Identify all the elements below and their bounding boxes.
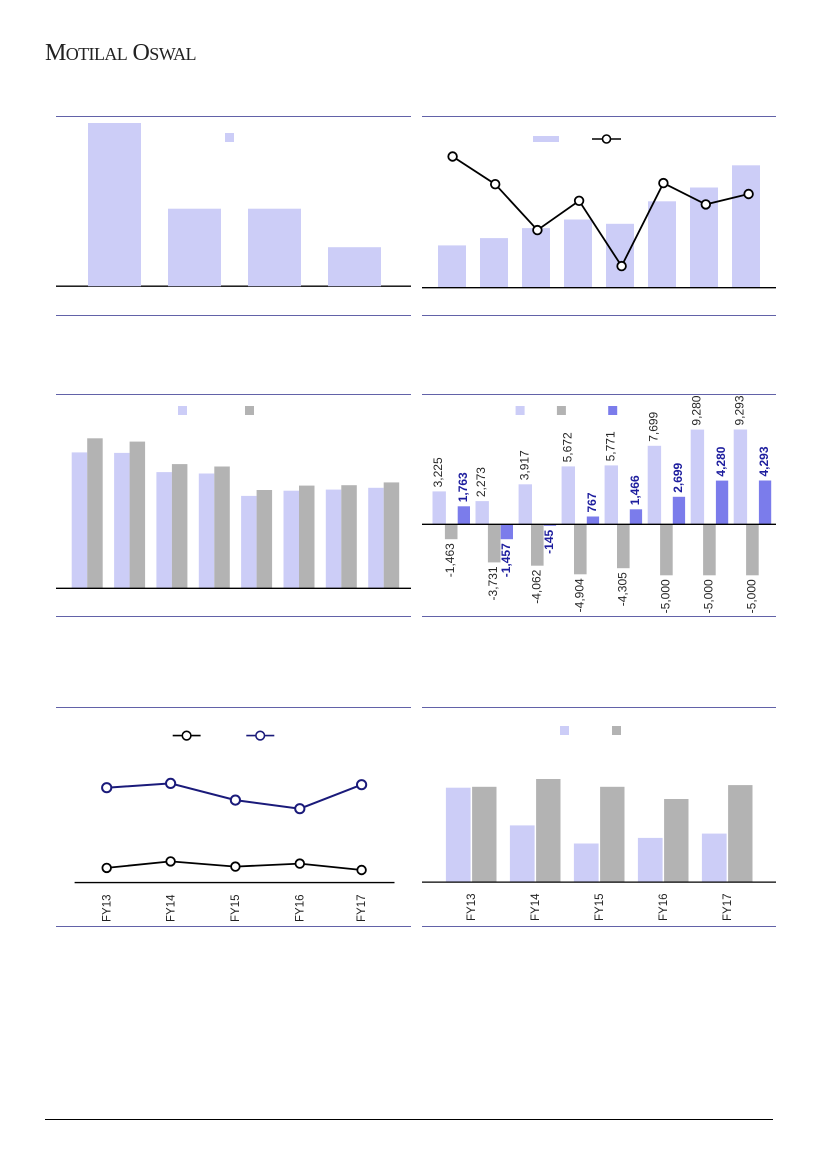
svg-text:3,225: 3,225 [431,457,445,487]
svg-text:9,280: 9,280 [689,395,703,425]
svg-text:FY15: FY15 [594,894,606,922]
svg-text:2,273: 2,273 [474,467,488,497]
svg-text:1,763: 1,763 [456,472,470,502]
svg-text:FY15: FY15 [230,895,242,923]
svg-text:FY13: FY13 [102,895,114,923]
svg-text:FY17: FY17 [722,894,734,922]
svg-text:-5,000: -5,000 [701,579,715,613]
svg-text:4,280: 4,280 [714,446,728,476]
svg-text:FY13: FY13 [466,894,478,922]
svg-text:5,672: 5,672 [560,432,574,462]
svg-text:4,293: 4,293 [757,446,771,476]
svg-text:1,466: 1,466 [628,475,642,505]
svg-text:FY17: FY17 [356,895,368,923]
svg-text:3,917: 3,917 [517,450,531,480]
svg-text:FY16: FY16 [658,894,670,922]
svg-text:-145: -145 [542,529,556,553]
svg-text:-1,457: -1,457 [499,543,513,577]
svg-text:-4,062: -4,062 [529,569,543,603]
svg-text:7,699: 7,699 [646,411,660,441]
svg-text:767: 767 [585,492,599,512]
svg-text:-4,305: -4,305 [615,572,629,606]
svg-text:-5,000: -5,000 [658,579,672,613]
svg-text:-4,904: -4,904 [572,578,586,612]
svg-text:-5,000: -5,000 [744,579,758,613]
svg-text:FY14: FY14 [530,893,542,921]
svg-text:9,293: 9,293 [732,395,746,425]
svg-text:FY14: FY14 [166,894,178,922]
svg-text:-1,463: -1,463 [443,543,457,577]
svg-text:5,771: 5,771 [603,431,617,461]
svg-text:FY16: FY16 [295,895,307,923]
svg-text:2,699: 2,699 [671,462,685,492]
